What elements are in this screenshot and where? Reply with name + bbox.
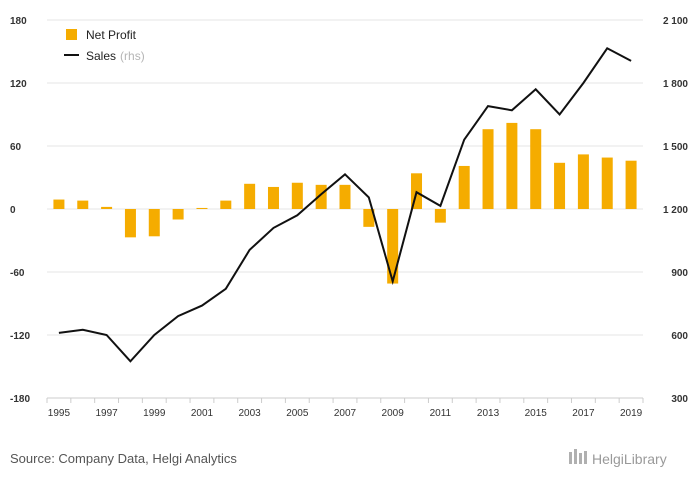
net-profit-bar (124, 209, 136, 238)
right-axis-ticks: 2 100 1 800 1 500 1 200 900 600 300 (663, 16, 688, 405)
x-tick-label: 2019 (620, 408, 643, 419)
right-tick-label: 600 (671, 331, 688, 342)
legend-sales-rhs-note: (rhs) (120, 49, 145, 63)
net-profit-bar (315, 184, 327, 209)
x-axis: 1995 1997 1999 2001 2003 2005 2007 2009 2011 2013… (46, 397, 644, 419)
x-tick-label: 1999 (143, 408, 166, 419)
net-profit-bar (196, 207, 208, 209)
x-tick-label: 2017 (572, 408, 595, 419)
x-tick-label: 2009 (382, 408, 405, 419)
left-axis-ticks: 180 120 60 0 -60 -120 -180 (10, 16, 30, 405)
net-profit-bar (148, 209, 160, 237)
x-tick-label: 2015 (525, 408, 548, 419)
net-profit-bar (482, 129, 494, 209)
net-profit-bar (291, 182, 303, 209)
x-tick-label: 2001 (191, 408, 214, 419)
right-tick-label: 1 800 (663, 79, 688, 90)
net-profit-bar (77, 200, 89, 209)
left-tick-label: -60 (10, 268, 25, 279)
net-profit-bar (53, 199, 65, 209)
right-tick-label: 2 100 (663, 16, 688, 27)
net-profit-bar (172, 209, 184, 220)
net-profit-bar (577, 154, 589, 209)
net-profit-bar (506, 122, 518, 209)
x-tick-label: 1995 (48, 408, 71, 419)
net-profit-bar (625, 160, 637, 209)
net-profit-bar (339, 184, 351, 209)
helgi-library-logo: HelgiLibrary (569, 449, 667, 467)
net-profit-bar (601, 157, 613, 209)
net-profit-bar (554, 162, 566, 209)
legend: Net Profit Sales (rhs) (64, 28, 145, 63)
left-tick-label: 120 (10, 79, 27, 90)
x-tick-label: 1997 (95, 408, 118, 419)
left-tick-label: -180 (10, 394, 30, 405)
right-tick-label: 1 200 (663, 205, 688, 216)
x-tick-label: 2003 (239, 408, 262, 419)
sales-line-layer (58, 47, 632, 363)
net-profit-bar (458, 165, 470, 209)
brand-name: HelgiLibrary (592, 451, 667, 467)
right-tick-label: 300 (671, 394, 688, 405)
left-tick-label: 180 (10, 16, 27, 27)
net-profit-bars (53, 122, 637, 284)
net-profit-bar (363, 209, 375, 227)
right-tick-label: 900 (671, 268, 688, 279)
x-tick-label: 2007 (334, 408, 357, 419)
legend-net-profit-label: Net Profit (86, 28, 137, 42)
left-tick-label: 0 (10, 205, 16, 216)
net-profit-bar (530, 129, 542, 209)
left-tick-label: 60 (10, 142, 22, 153)
net-profit-bar (267, 186, 279, 209)
x-tick-label: 2011 (430, 408, 452, 419)
net-profit-bar (434, 209, 446, 223)
left-tick-label: -120 (10, 331, 30, 342)
x-tick-label: 2013 (477, 408, 500, 419)
right-tick-label: 1 500 (663, 142, 688, 153)
legend-sales-label: Sales (86, 49, 116, 63)
svg-text:Sales(rhs): Sales (rhs) (86, 49, 145, 63)
source-note: Source: Company Data, Helgi Analytics (10, 451, 237, 466)
legend-net-profit-swatch (66, 29, 77, 40)
net-profit-bar (387, 209, 399, 284)
sales-line (58, 47, 632, 363)
net-profit-bar (220, 200, 232, 209)
net-profit-bar (101, 206, 113, 209)
x-tick-label: 2005 (286, 408, 309, 419)
net-profit-bar (244, 183, 256, 209)
